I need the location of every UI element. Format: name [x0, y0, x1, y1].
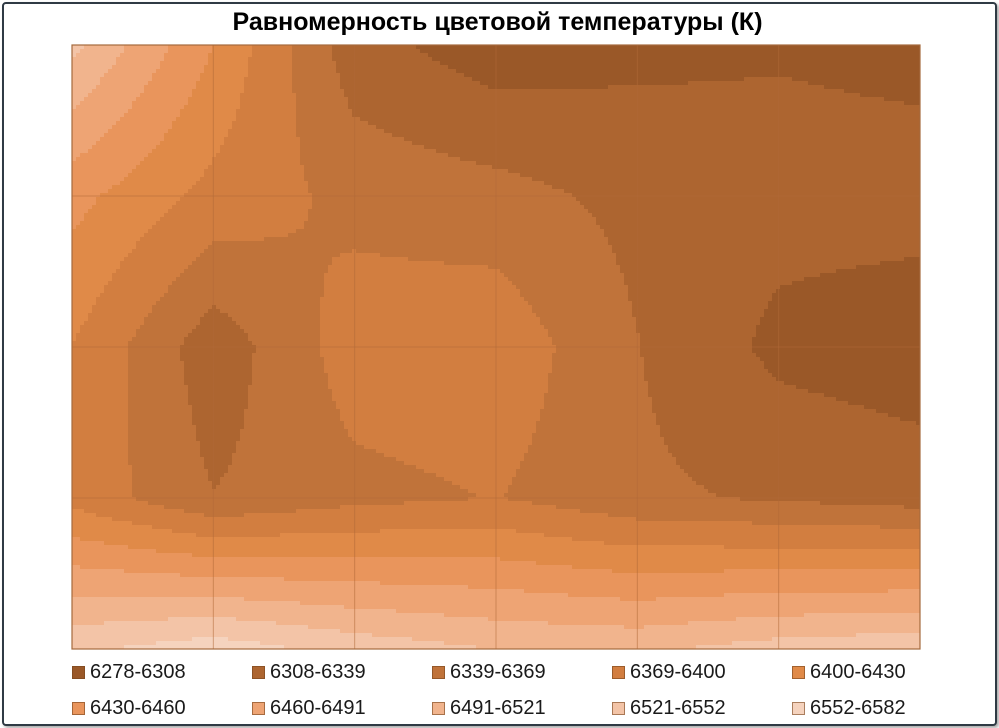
legend-swatch [72, 701, 85, 715]
legend-item: 6491-6521 [432, 690, 612, 726]
legend-swatch [252, 665, 265, 679]
legend-swatch [72, 665, 85, 679]
grid-lines [72, 45, 920, 649]
legend-item: 6552-6582 [792, 690, 972, 726]
legend-label: 6308-6339 [270, 660, 366, 683]
legend-swatch [792, 665, 805, 679]
legend-swatch [252, 701, 265, 715]
contour-band-6278-6308 [416, 45, 920, 425]
contour-band-6430-6460 [72, 45, 920, 601]
legend-label: 6521-6552 [630, 696, 726, 719]
legend-item: 6400-6430 [792, 654, 972, 690]
legend-label: 6400-6430 [810, 660, 906, 683]
legend-item: 6278-6308 [72, 654, 252, 690]
legend-label: 6278-6308 [90, 660, 186, 683]
legend-label: 6430-6460 [90, 696, 186, 719]
legend-item: 6369-6400 [612, 654, 792, 690]
legend-swatch [432, 665, 445, 679]
contour-band-6339-6369 [128, 45, 920, 529]
legend-label: 6339-6369 [450, 660, 546, 683]
legend-label: 6491-6521 [450, 696, 546, 719]
contour-band-6552-6582 [124, 637, 284, 649]
legend-item: 6521-6552 [612, 690, 792, 726]
legend-item: 6308-6339 [252, 654, 432, 690]
plot-area-border [71, 44, 921, 650]
legend-label: 6369-6400 [630, 660, 726, 683]
chart-title: Равномерность цветовой температуры (К) [232, 8, 763, 36]
legend-item: 6460-6491 [252, 690, 432, 726]
legend-swatch [432, 701, 445, 715]
legend-label: 6460-6491 [270, 696, 366, 719]
legend-item: 6339-6369 [432, 654, 612, 690]
contour-band-6308-6339 [180, 45, 920, 509]
legend-swatch [612, 701, 625, 715]
legend: 6278-6308 6308-6339 6339-6369 6369-6400 6400… [72, 654, 972, 724]
legend-swatch [792, 701, 805, 715]
legend-label: 6552-6582 [810, 696, 906, 719]
legend-item: 6430-6460 [72, 690, 252, 726]
legend-swatch [612, 665, 625, 679]
